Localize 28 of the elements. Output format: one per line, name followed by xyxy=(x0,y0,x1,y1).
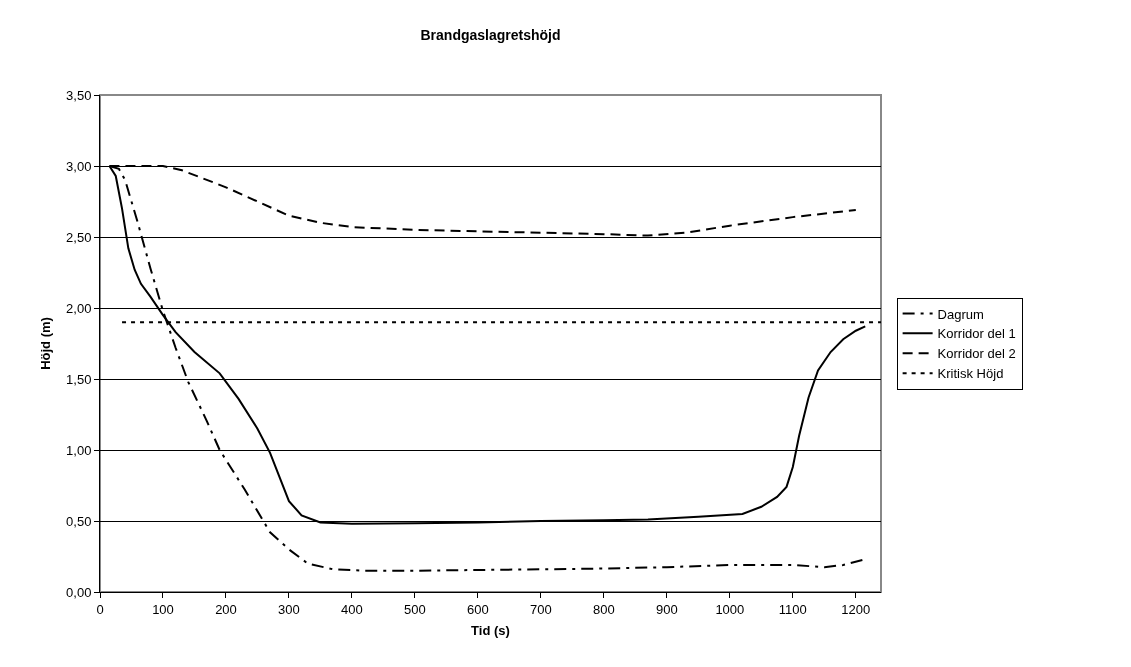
x-tick-label: 800 xyxy=(593,601,615,617)
x-tick-label: 1100 xyxy=(778,601,807,617)
x-tick-label: 0 xyxy=(96,601,104,617)
x-tick-label: 700 xyxy=(530,601,552,617)
x-tick-label: 900 xyxy=(656,601,678,617)
x-tick-label: 500 xyxy=(404,601,426,617)
y-tick-label: 0,00 xyxy=(66,584,92,600)
y-tick-label: 1,50 xyxy=(66,371,92,387)
legend-label: Korridor del 2 xyxy=(937,346,1016,362)
y-tick-label: 1,00 xyxy=(66,442,92,458)
legend-label: Kritisk Höjd xyxy=(937,366,1004,382)
x-tick-label: 300 xyxy=(278,601,300,617)
x-tick-label: 1000 xyxy=(715,601,745,617)
x-tick-label: 100 xyxy=(152,601,174,617)
legend-label: Korridor del 1 xyxy=(937,326,1016,342)
y-axis-title: Höjd (m) xyxy=(38,317,54,370)
x-tick-label: 400 xyxy=(341,601,363,617)
y-tick-label: 3,00 xyxy=(66,158,92,174)
y-tick-label: 0,50 xyxy=(66,513,92,529)
chart-title: Brandgaslagretshöjd xyxy=(420,26,561,43)
x-tick-label: 1200 xyxy=(841,601,871,617)
x-tick-label: 200 xyxy=(215,601,237,617)
y-tick-label: 2,00 xyxy=(66,300,92,316)
legend-label: Dagrum xyxy=(937,306,984,322)
y-tick-label: 2,50 xyxy=(66,229,92,245)
x-axis-title: Tid (s) xyxy=(471,623,510,639)
x-tick-label: 600 xyxy=(467,601,489,617)
y-tick-label: 3,50 xyxy=(66,87,92,103)
